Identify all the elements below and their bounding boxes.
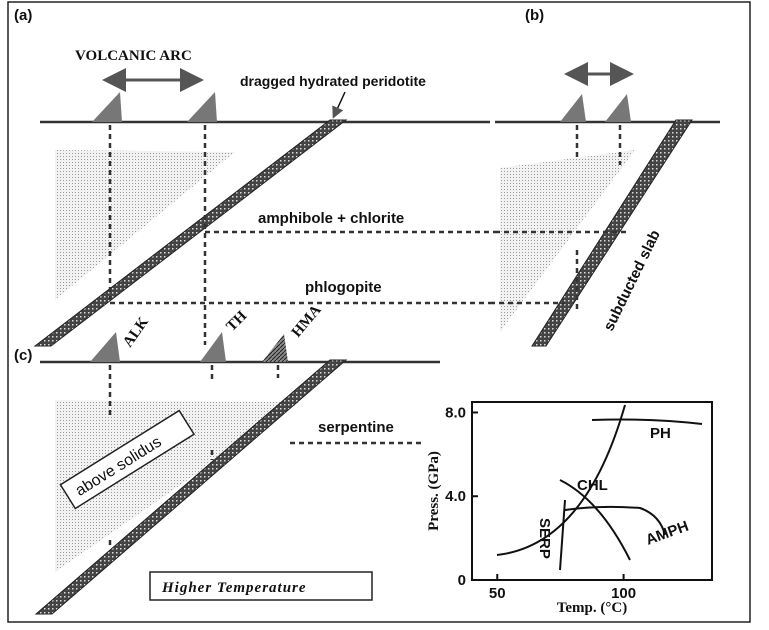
- volcano: [560, 94, 586, 122]
- curve-label: SERP: [536, 518, 553, 559]
- x-axis-label: Temp. (°C): [557, 600, 627, 616]
- volcano-label: ALK: [120, 314, 152, 350]
- box: [59, 409, 196, 510]
- volcano-label: HMA: [289, 302, 325, 340]
- serpentine-label: serpentine: [318, 419, 394, 436]
- wedge: [55, 150, 235, 300]
- slab: [33, 119, 348, 347]
- slab: [34, 359, 348, 615]
- panel-label: (c): [14, 347, 32, 364]
- note-box: [149, 571, 373, 601]
- curve-label: AMPH: [644, 518, 691, 549]
- x-tick-label: 100: [611, 585, 636, 602]
- amphibole-label: amphibole + chlorite: [258, 210, 404, 227]
- curve: [559, 499, 566, 571]
- wedge: [500, 150, 635, 332]
- solidus-curve: [496, 404, 626, 556]
- panel-b: (b) subducted slab: [490, 7, 720, 347]
- volcano: [200, 332, 226, 362]
- frame: [7, 1, 751, 623]
- y-tick-label: 8.0: [445, 404, 466, 421]
- volcano: [605, 94, 631, 122]
- dashed-line: [108, 365, 425, 548]
- y-tick-label: 0: [458, 572, 466, 589]
- volcano-label: TH: [224, 308, 251, 335]
- panel-a: (a) VOLCANIC ARC dragged hydrated perido…: [14, 7, 495, 347]
- curve: [559, 479, 666, 561]
- volcano: [92, 92, 122, 122]
- dashed-line: [490, 125, 630, 310]
- dashed-line: [108, 125, 207, 345]
- plot-frame: [471, 401, 713, 581]
- panel-label: (b): [525, 7, 544, 24]
- y-axis-label: Press. (GPa): [426, 451, 442, 531]
- phlogopite-label: phlogopite: [305, 279, 382, 296]
- y-tick-label: 4.0: [445, 488, 466, 505]
- dashed-line: [110, 230, 495, 305]
- arc-label: VOLCANIC ARC: [75, 48, 192, 64]
- curve: [591, 418, 703, 425]
- note: Higher Temperature: [161, 580, 307, 596]
- volcano: [262, 334, 288, 362]
- inset-chart: PH CHL SERP AMPH Temp. (°C) Press. (GPa)…: [426, 401, 713, 616]
- volcano: [187, 92, 217, 122]
- curve-label: PH: [650, 425, 671, 442]
- panel-label: (a): [14, 7, 32, 24]
- peridotite-label: dragged hydrated peridotite: [240, 73, 426, 89]
- curve-label: CHL: [577, 477, 608, 494]
- pointer: [332, 91, 346, 119]
- panel-c: (c) ALK TH HMA serpentine above solidus …: [14, 302, 440, 615]
- x-tick-label: 50: [489, 585, 506, 602]
- volcano: [90, 332, 120, 362]
